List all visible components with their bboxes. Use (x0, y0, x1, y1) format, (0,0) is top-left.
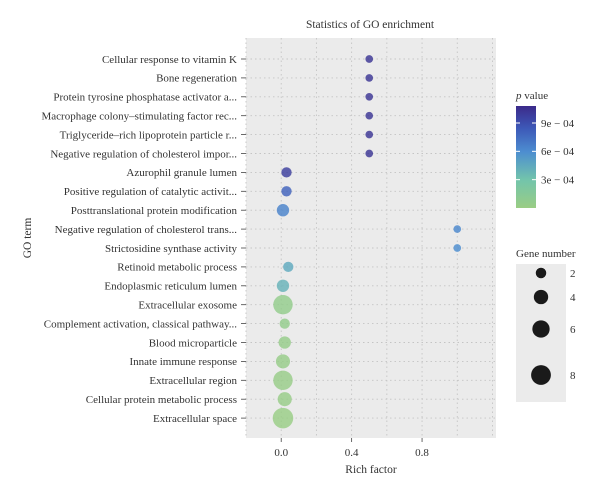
y-tick-label: Bone regeneration (156, 73, 237, 85)
chart-title: Statistics of GO enrichment (306, 19, 435, 31)
gene-number-legend-dot (531, 365, 551, 385)
y-tick-label: Negative regulation of cholesterol impor… (50, 148, 237, 160)
data-point (281, 186, 292, 197)
data-point (365, 92, 374, 101)
gene-number-legend: Gene number 2 4 6 8 (516, 248, 576, 402)
data-point (365, 74, 374, 82)
y-tick-label: Retinoid metabolic process (117, 262, 237, 274)
y-tick-label: Innate immune response (129, 356, 237, 368)
data-point (272, 407, 294, 429)
data-point (278, 336, 291, 349)
x-axis-title: Rich factor (345, 464, 397, 476)
data-point (453, 225, 462, 233)
x-tick-label: 0.0 (274, 447, 288, 459)
y-tick-label: Extracellular exosome (138, 300, 237, 312)
y-tick-label: Complement activation, classical pathway… (44, 318, 238, 330)
data-point (273, 370, 293, 391)
data-point (365, 55, 374, 63)
p-value-legend: p value 3e − 04 6e − 04 9e − 04 (515, 90, 575, 208)
y-tick-label: Triglyceride–rich lipoprotein particle r… (60, 129, 238, 141)
data-point (453, 244, 462, 252)
y-tick-label: Positive regulation of catalytic activit… (64, 186, 237, 198)
x-tick-marks: 0.0 0.4 0.8 (274, 438, 429, 459)
data-point (365, 111, 374, 120)
gene-number-legend-dot (532, 320, 550, 338)
p-value-colorbar (516, 106, 536, 208)
y-tick-marks (241, 58, 246, 419)
y-tick-label: Cellular protein metabolic process (86, 394, 237, 406)
y-tick-label: Strictosidine synthase activity (105, 243, 237, 255)
gene-number-legend-label: 2 (570, 268, 576, 280)
gene-number-legend-dot (535, 267, 547, 279)
y-tick-label: Negative regulation of cholesterol trans… (55, 224, 238, 236)
y-tick-label: Blood microparticle (149, 337, 237, 349)
x-tick-label: 0.4 (345, 447, 359, 459)
data-point (273, 294, 293, 315)
y-tick-label: Azurophil granule lumen (126, 167, 237, 179)
y-tick-label: Cellular response to vitamin K (102, 54, 237, 66)
plot-panel (246, 38, 496, 438)
data-point (281, 167, 292, 178)
colorbar-tick-label: 6e − 04 (541, 146, 575, 158)
y-axis-title: GO term (22, 218, 34, 259)
y-tick-labels: Cellular response to vitamin K Bone regen… (42, 54, 238, 425)
gene-number-legend-label: 4 (570, 292, 576, 304)
y-tick-label: Extracellular region (149, 375, 237, 387)
gene-number-legend-label: 6 (570, 324, 576, 336)
gene-number-legend-dot (533, 289, 549, 305)
x-tick-label: 0.8 (415, 447, 429, 459)
data-point (283, 261, 294, 273)
y-tick-label: Extracellular space (153, 413, 237, 425)
data-points (272, 55, 462, 429)
p-value-legend-title: p value (515, 90, 548, 102)
gene-number-legend-label: 8 (570, 370, 576, 382)
y-tick-label: Macrophage colony–stimulating factor rec… (42, 111, 238, 123)
colorbar-tick-label: 9e − 04 (541, 118, 575, 130)
y-tick-label: Endoplasmic reticulum lumen (104, 281, 237, 293)
data-point (275, 354, 291, 369)
colorbar-tick-label: 3e − 04 (541, 174, 575, 186)
data-point (276, 279, 290, 292)
data-point (277, 392, 292, 407)
p-value-colorbar-ticks: 3e − 04 6e − 04 9e − 04 (516, 118, 575, 186)
gene-number-legend-title: Gene number (516, 248, 576, 260)
y-tick-label: Protein tyrosine phosphatase activator a… (53, 92, 237, 104)
y-tick-label: Posttranslational protein modification (71, 205, 238, 217)
data-point (276, 204, 290, 217)
data-point (365, 130, 374, 139)
data-point (365, 149, 374, 158)
gene-number-legend-items: 2 4 6 8 (531, 267, 576, 385)
data-point (279, 318, 290, 329)
